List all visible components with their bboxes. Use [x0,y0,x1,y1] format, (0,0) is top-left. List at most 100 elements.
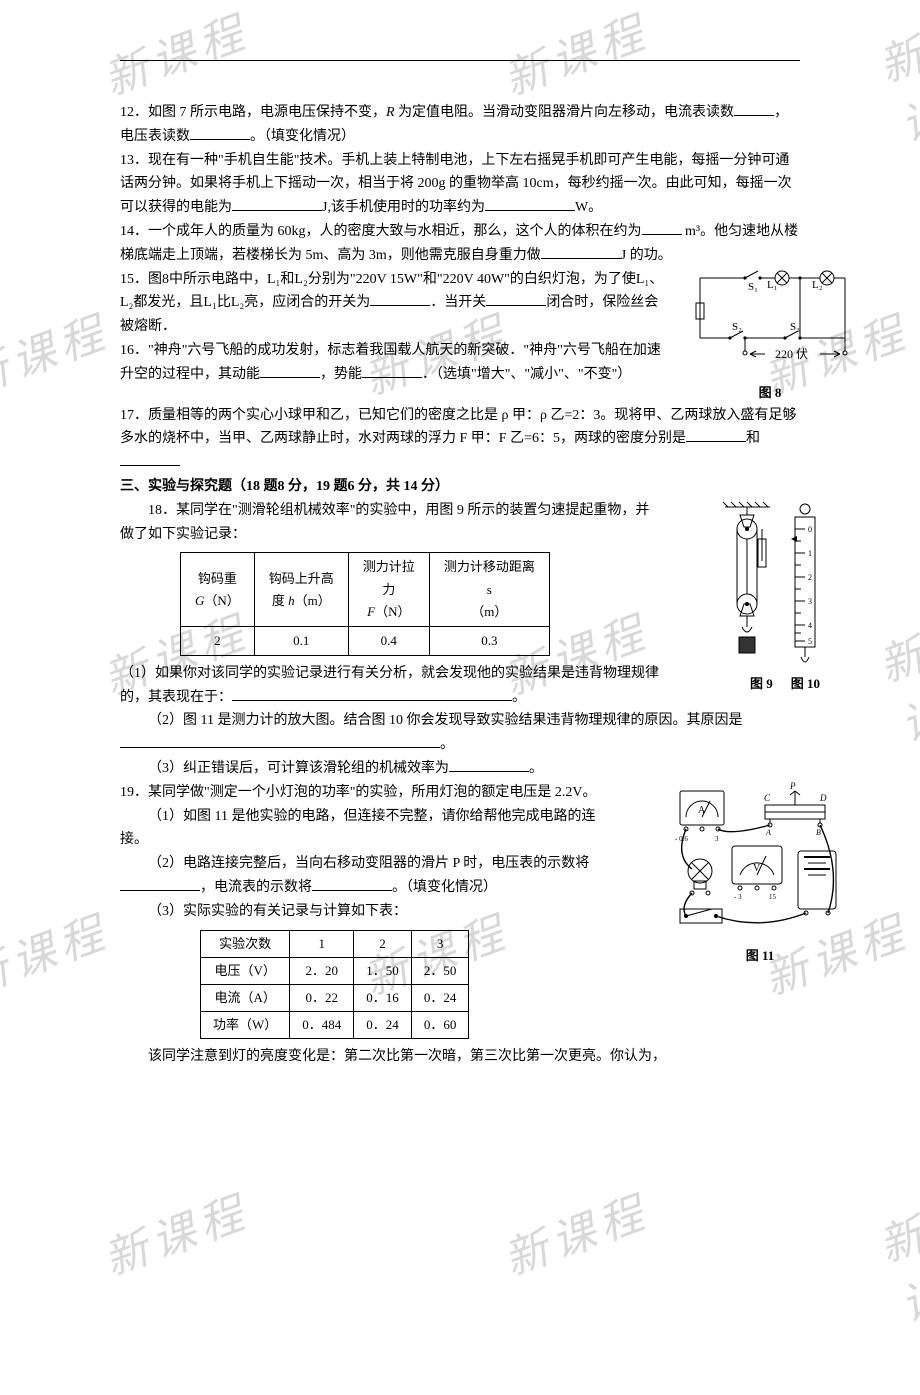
table-row: 电流（A） 0．22 0．16 0．24 [201,984,469,1011]
blank [362,363,422,378]
svg-text:P: P [789,781,796,791]
cell: 0．24 [354,1011,412,1038]
table-row: 电压（V） 2．20 1．50 2．50 [201,957,469,984]
cell: 功率（W） [201,1011,290,1038]
svg-text:S₂: S₂ [732,321,742,333]
q12-text: 12．如图 7 所示电路，电源电压保持不变， [120,105,386,120]
blank [642,220,682,235]
figure-8: S₁ L₁ L₂ S₂ S₃ [690,268,850,404]
cell: 电流（A） [201,984,290,1011]
blank [485,196,575,211]
section-3-title: 三、实验与探究题（18 题8 分，19 题6 分，共 14 分） [120,475,800,499]
svg-text:0: 0 [808,525,812,534]
cell: 0．60 [411,1011,469,1038]
q12-text: 为定值电阻。当滑动变阻器滑片向左移动，电流表读数 [395,105,735,120]
svg-text:B: B [816,828,821,837]
q13-text: W。 [575,200,602,215]
question-12: 12．如图 7 所示电路，电源电压保持不变，R 为定值电阻。当滑动变阻器滑片向左… [120,101,800,149]
svg-text:220 伏: 220 伏 [775,347,808,361]
q18-intro: 18．某同学在"测滑轮组机械效率"的实验中，用图 9 所示的装置匀速提起重物，并… [120,499,800,547]
cell: 电压（V） [201,957,290,984]
blank [449,757,529,772]
question-13: 13．现在有一种"手机自生能"技术。手机上装上特制电池，上下左右摇晃手机即可产生… [120,149,800,220]
q16-text: ，势能 [320,367,362,382]
svg-text:A: A [698,805,706,816]
cell: 0.1 [254,626,348,655]
q12-text: 。（填变化情况） [250,129,355,144]
question-14: 14．一个成年人的质量为 60kg，人的密度大致与水相近，那么，这个人的体积在约… [120,220,800,268]
pulley-fig9-icon [720,499,775,669]
blank [120,733,440,748]
table-row: 实验次数 1 2 3 [201,930,469,957]
figure-9-10: 0 1 2 3 4 5 图 9 图 10 [720,499,850,695]
blank [190,125,250,140]
blank [486,291,546,306]
blank [232,196,322,211]
q18-p1b: 。 [512,690,526,705]
q18-p2b: 。 [440,737,454,752]
blank [120,451,180,466]
blank [312,876,392,891]
cell: 1 [290,930,354,957]
blank [120,876,200,891]
cell: 0.4 [348,626,429,655]
q15-text: ．当开关 [430,295,486,310]
blank [232,686,512,701]
svg-text:15: 15 [769,893,777,901]
blank [686,427,746,442]
q14-text: 14．一个成年人的质量为 60kg，人的密度大致与水相近，那么，这个人的体积在约… [120,224,642,239]
svg-text:2: 2 [808,573,812,582]
blank [370,291,430,306]
fig8-caption: 图 8 [690,382,850,404]
watermark: 新课程 [494,1176,657,1287]
q18-p2a: （2）图 11 是测力计的放大图。结合图 10 你会发现导致实验结果违背物理规律… [148,713,742,728]
figure-11: A - 0.63 P C D AB V - 315 [670,781,850,967]
cell: 实验次数 [201,930,290,957]
blank [541,244,621,259]
q19-p2a: （2）电路连接完整后，当向右移动变阻器的滑片 P 时，电压表的示数将 [148,856,589,871]
cell: 0.3 [429,626,549,655]
fig10-caption: 图 10 [791,673,820,695]
svg-text:3: 3 [715,835,719,843]
cell: 0．16 [354,984,412,1011]
svg-text:C: C [764,793,771,803]
q18-h1: 钩码重G（N） [181,553,255,626]
cell: 0．484 [290,1011,354,1038]
q19-foot: 该同学注意到灯的亮度变化是：第二次比第一次暗，第三次比第一次更亮。你认为， [120,1045,800,1069]
q12-var: R [386,105,395,120]
svg-text:5: 5 [808,637,812,646]
q19-p2b: ，电流表的示数将 [200,880,312,895]
q19-table: 实验次数 1 2 3 电压（V） 2．20 1．50 2．50 电流（A） 0．… [200,930,469,1039]
svg-text:S₃: S₃ [790,321,800,333]
watermark: 新课程 [869,1197,920,1395]
svg-text:S₁: S₁ [748,281,758,293]
svg-text:- 3: - 3 [734,893,742,901]
cell: 2．50 [411,957,469,984]
table-row: 2 0.1 0.4 0.3 [181,626,550,655]
circuit-fig8-icon: S₁ L₁ L₂ S₂ S₃ [690,268,850,378]
q18-h4: 测力计移动距离s（m） [429,553,549,626]
question-18: 18．某同学在"测滑轮组机械效率"的实验中，用图 9 所示的装置匀速提起重物，并… [120,499,800,781]
q18-h3: 测力计拉力F（N） [348,553,429,626]
q18-p3b: 。 [529,761,543,776]
cell: 0．24 [411,984,469,1011]
fig11-caption: 图 11 [670,945,850,967]
cell: 2 [354,930,412,957]
svg-text:4: 4 [808,621,812,630]
cell: 2 [181,626,255,655]
q17-text: 和 [746,431,760,446]
svg-text:D: D [819,793,827,803]
scale-fig10-icon: 0 1 2 3 4 5 [783,499,828,669]
q14-text: J 的功。 [621,248,672,263]
svg-text:1: 1 [808,549,812,558]
cell: 1．50 [354,957,412,984]
blank [734,101,774,116]
svg-text:L₂: L₂ [812,279,823,291]
question-17: 17．质量相等的两个实心小球甲和乙，已知它们的密度之比是 ρ 甲：ρ 乙=2：3… [120,404,800,475]
cell: 2．20 [290,957,354,984]
table-row: 钩码重G（N） 钩码上升高度 h（m） 测力计拉力F（N） 测力计移动距离s（m… [181,553,550,626]
svg-text:3: 3 [808,597,812,606]
q18-table: 钩码重G（N） 钩码上升高度 h（m） 测力计拉力F（N） 测力计移动距离s（m… [180,552,550,655]
svg-text:A: A [765,828,771,837]
watermark: 新课程 [94,1176,257,1287]
